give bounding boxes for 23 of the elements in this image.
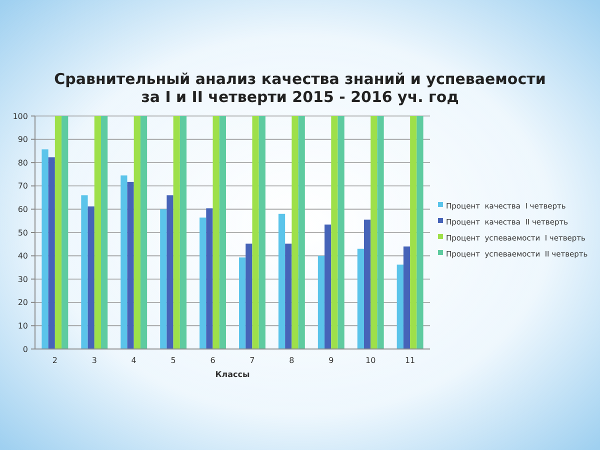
y-tick-label: 20 bbox=[18, 298, 28, 308]
x-tick-label: 10 bbox=[366, 356, 376, 365]
x-tick-label: 11 bbox=[404, 356, 416, 365]
y-tick-label: 90 bbox=[18, 135, 28, 144]
x-tick-label: 9 bbox=[328, 356, 334, 365]
y-tick-label: 30 bbox=[18, 274, 28, 284]
y-tick-label: 80 bbox=[18, 158, 28, 168]
y-tick-label: 100 bbox=[12, 112, 28, 121]
x-tick-label: 8 bbox=[289, 356, 294, 365]
x-axis-title: Классы bbox=[215, 370, 250, 379]
y-tick-label: 70 bbox=[18, 182, 28, 191]
x-tick-label: 2 bbox=[52, 356, 58, 365]
x-tick-label: 6 bbox=[210, 356, 216, 365]
chart-title: Сравнительный анализ качества знаний и успеваемости за I и II четверти 2015 - 2016 уч. год bbox=[54, 70, 546, 106]
y-tick-label: 0 bbox=[22, 344, 28, 354]
y-tick-label: 60 bbox=[18, 205, 28, 214]
x-tick-label: 3 bbox=[92, 356, 97, 365]
y-tick-label: 40 bbox=[18, 252, 28, 261]
x-tick-label: 4 bbox=[131, 356, 136, 365]
x-tick-label: 7 bbox=[250, 356, 255, 365]
y-tick-label: 50 bbox=[18, 228, 28, 238]
y-tick-label: 10 bbox=[18, 322, 28, 330]
x-tick-label: 5 bbox=[170, 356, 176, 365]
